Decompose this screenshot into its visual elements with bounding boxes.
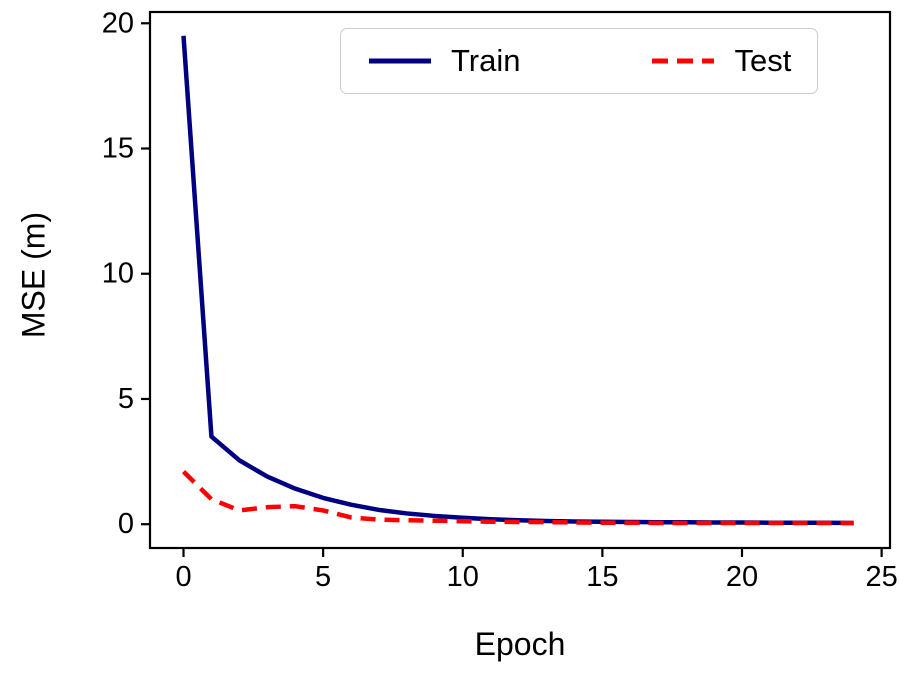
- x-axis-label: Epoch: [474, 626, 566, 662]
- y-tick-label: 20: [102, 7, 134, 39]
- x-tick-label: 25: [865, 561, 897, 593]
- x-tick-label: 10: [447, 561, 479, 593]
- x-tick-label: 0: [175, 561, 191, 593]
- legend-label-train: Train: [451, 43, 521, 78]
- x-tick-label: 15: [586, 561, 618, 593]
- y-axis-label: MSE (m): [15, 211, 52, 339]
- train-line-swatch: [369, 58, 431, 64]
- legend-label-test: Test: [734, 43, 792, 78]
- y-tick-label: 5: [118, 383, 134, 415]
- legend-entry-train: Train: [367, 42, 520, 80]
- y-tick-label: 15: [102, 133, 134, 165]
- legend: Train Test: [340, 28, 819, 94]
- x-tick-label: 5: [315, 561, 331, 593]
- legend-entry-test: Test: [650, 42, 791, 80]
- plot-spines: [148, 10, 892, 550]
- x-tick-label: 20: [726, 561, 758, 593]
- y-tick-label: 0: [118, 508, 134, 540]
- series-line-train: [181, 35, 854, 526]
- y-tick-label: 10: [102, 258, 134, 290]
- test-line-swatch: [652, 58, 715, 64]
- series-line-test: [181, 470, 854, 526]
